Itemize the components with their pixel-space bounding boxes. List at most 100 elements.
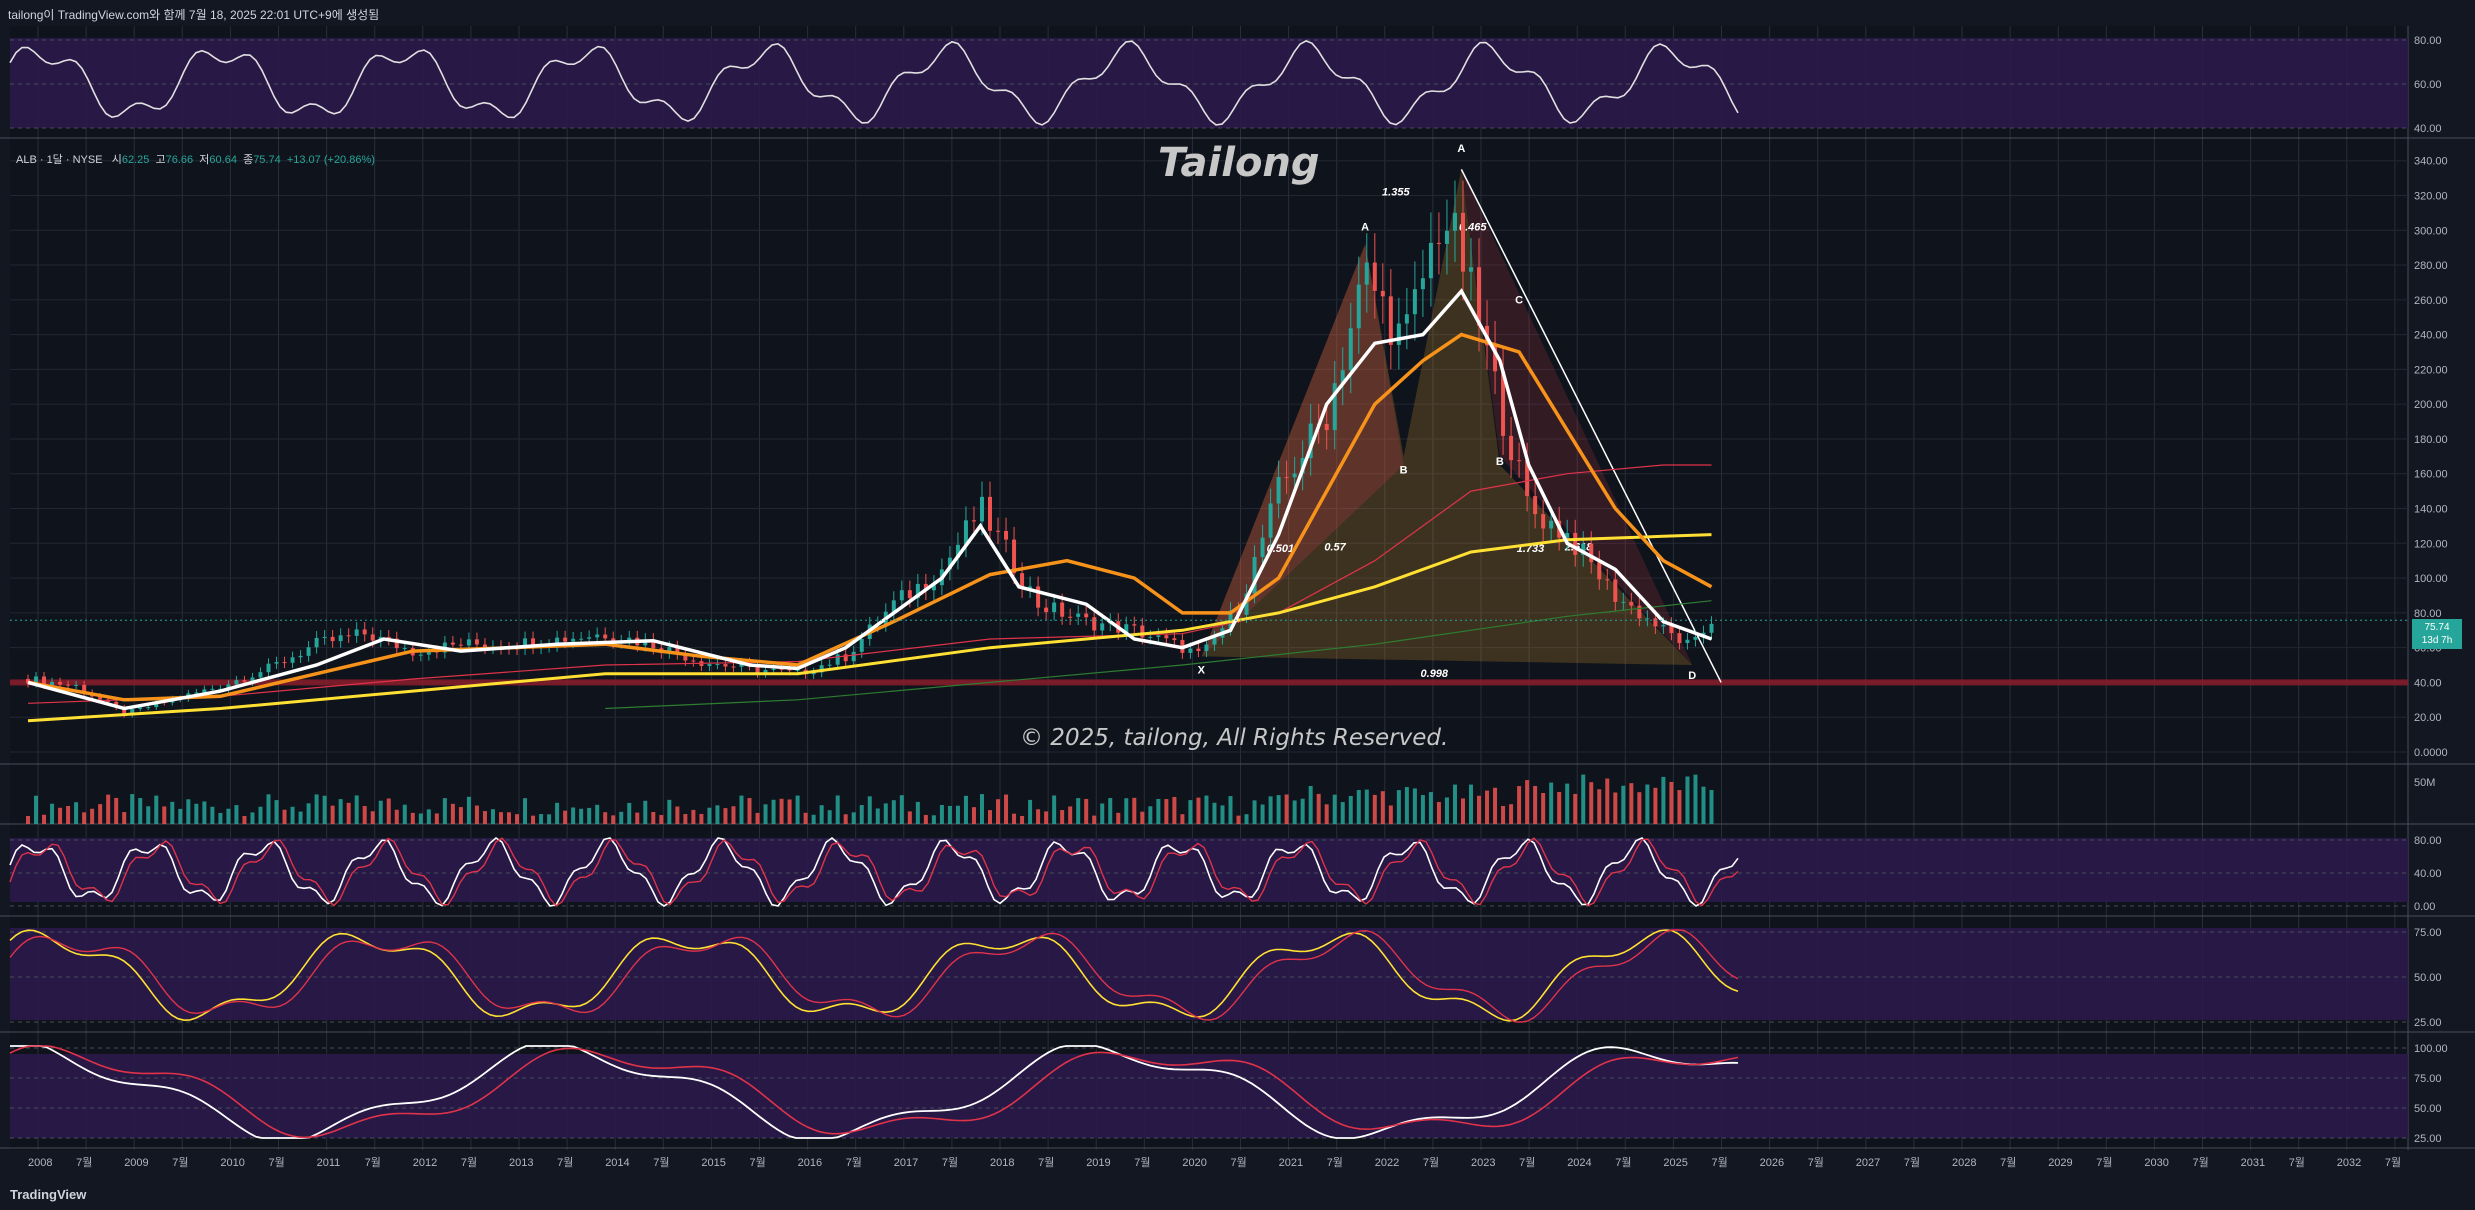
- copyright-text: © 2025, tailong, All Rights Reserved.: [1020, 725, 1449, 751]
- volume-bar: [354, 795, 359, 824]
- volume-bar: [282, 809, 287, 824]
- volume-bar: [611, 815, 616, 824]
- chart-area[interactable]: 2008 7월 2009 7월 2010 7월 2011 7월 2012 7월 2013 7월 2014…: [0, 26, 2475, 1180]
- candle-body: [362, 629, 367, 635]
- volume-bar: [1068, 806, 1073, 824]
- candle-body: [827, 664, 832, 666]
- volume-bar: [266, 794, 271, 824]
- candle-body: [386, 636, 391, 639]
- volume-bar: [1573, 793, 1578, 824]
- volume-bar: [715, 805, 720, 824]
- stoch2-pane-tick-label: 50.00: [2414, 972, 2442, 984]
- volume-bar: [74, 802, 79, 824]
- candle-body: [1036, 586, 1041, 608]
- volume-bar: [1188, 800, 1193, 824]
- volume-bar: [1300, 798, 1305, 824]
- volume-bar: [370, 811, 375, 824]
- volume-bar: [547, 814, 552, 824]
- volume-bar: [1701, 786, 1706, 824]
- volume-bar: [827, 810, 832, 824]
- candle-body: [338, 635, 343, 642]
- volume-bar: [498, 812, 503, 824]
- symbol-name: ALB · 1달 · NYSE: [16, 154, 103, 166]
- volume-bar: [234, 805, 239, 824]
- candle-body: [1268, 503, 1273, 538]
- volume-bar: [306, 803, 311, 824]
- volume-bar: [699, 813, 704, 824]
- candle-body: [1292, 473, 1297, 478]
- volume-bar: [1469, 784, 1473, 824]
- x-tick-label: 2014: [605, 1157, 629, 1169]
- harmonic-point-label: D: [1688, 670, 1696, 682]
- x-tick-label: 7월: [2289, 1156, 2305, 1169]
- candle-body: [1629, 601, 1634, 606]
- candle-body: [138, 707, 143, 710]
- candle-body: [1060, 602, 1065, 617]
- candle-body: [923, 583, 928, 591]
- volume-bar: [1236, 815, 1241, 824]
- candle-body: [1364, 262, 1369, 285]
- candle-body: [42, 676, 47, 686]
- x-tick-label: 2008: [28, 1157, 52, 1169]
- volume-bar: [1116, 812, 1121, 824]
- x-tick-label: 2018: [990, 1157, 1014, 1169]
- moving-average-white: [27, 288, 1713, 711]
- fib-ratio-label: 0.998: [1421, 668, 1449, 680]
- volume-bar: [218, 813, 223, 824]
- candle-body: [1092, 617, 1097, 631]
- volume-bar: [587, 807, 592, 824]
- candle-body: [1100, 623, 1105, 631]
- candle-body: [891, 600, 896, 612]
- candle-body: [1212, 637, 1217, 645]
- candle-body: [1637, 605, 1642, 619]
- x-tick-label: 2022: [1375, 1157, 1399, 1169]
- candle-body: [234, 680, 239, 685]
- price-tick-label: 260.00: [2414, 295, 2448, 307]
- candle-body: [1188, 648, 1193, 653]
- candle-body: [971, 520, 976, 522]
- price-tick-label: 20.00: [2414, 712, 2442, 724]
- volume-bar: [571, 807, 576, 824]
- candle-body: [1012, 539, 1017, 574]
- price-tick-label: 100.00: [2414, 573, 2448, 585]
- candle-body: [819, 665, 824, 673]
- open-value: 62.25: [121, 154, 150, 166]
- volume-bar: [627, 802, 632, 824]
- volume-bar: [314, 794, 319, 824]
- volume-bar: [691, 809, 696, 824]
- volume-bar: [258, 806, 263, 824]
- candle-body: [258, 672, 263, 678]
- candle-body: [555, 637, 560, 646]
- x-tick-label: 7월: [2096, 1156, 2112, 1169]
- price-tick-label: 40.00: [2414, 677, 2442, 689]
- volume-bar: [595, 804, 600, 824]
- x-tick-label: 2030: [2144, 1157, 2168, 1169]
- candle-body: [707, 664, 712, 666]
- candle-body: [1661, 624, 1666, 627]
- candle-body: [1004, 530, 1009, 540]
- volume-bar: [202, 801, 207, 824]
- candle-body: [988, 496, 992, 531]
- price-tick-label: 300.00: [2414, 225, 2448, 237]
- stoch3-pane-tick-label: 25.00: [2414, 1133, 2442, 1145]
- stoch1-k-line: [9, 836, 1739, 907]
- volume-bar: [819, 805, 824, 824]
- x-tick-label: 7월: [846, 1156, 862, 1169]
- volume-bar: [931, 815, 936, 824]
- x-tick-label: 7월: [1615, 1156, 1631, 1169]
- candle-body: [683, 653, 688, 661]
- x-tick-label: 7월: [2385, 1156, 2401, 1169]
- volume-bar: [1557, 792, 1562, 824]
- volume-bar: [210, 806, 215, 824]
- candle-body: [667, 647, 672, 653]
- volume-bar: [1428, 792, 1433, 824]
- candle-body: [1428, 242, 1433, 279]
- volume-bar: [1661, 776, 1666, 824]
- candle-body: [1052, 602, 1057, 613]
- candle-body: [1172, 638, 1177, 641]
- stoch3-pane-band: [10, 1054, 2408, 1138]
- x-tick-label: 7월: [1519, 1156, 1535, 1169]
- candle-body: [1653, 618, 1658, 627]
- x-tick-label: 2029: [2048, 1157, 2072, 1169]
- candle-body: [763, 669, 768, 673]
